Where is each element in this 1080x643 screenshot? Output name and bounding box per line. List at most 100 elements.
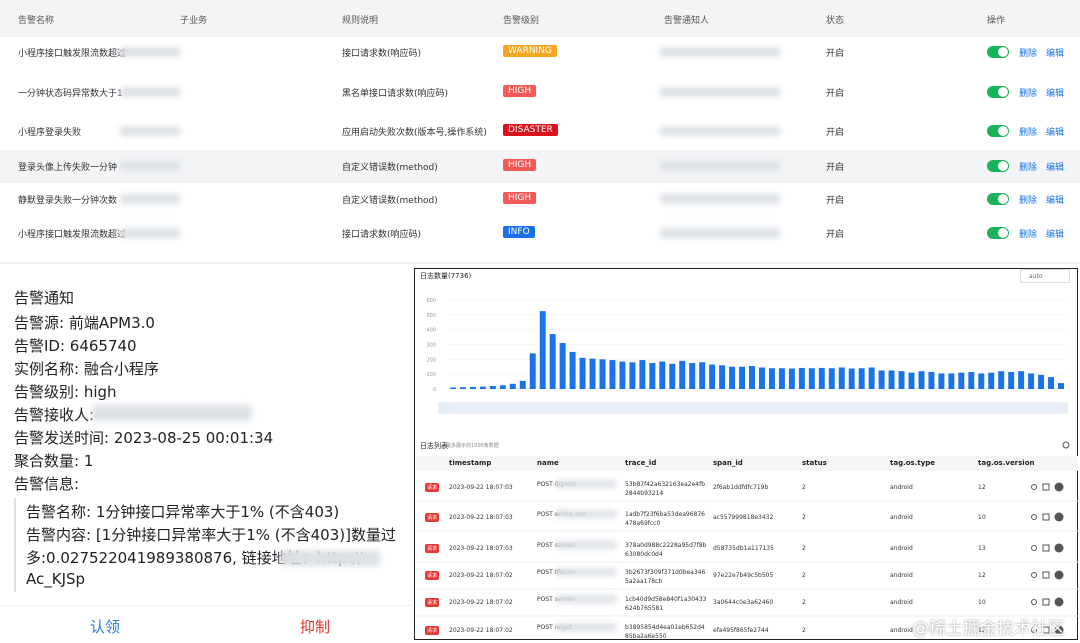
toggle[interactable] [987,86,1009,98]
bar [908,372,915,389]
action-link[interactable]: 删除 [1019,196,1038,206]
notice-line: 实例名称: 融合小程序 [14,360,159,378]
interval-select[interactable]: auto [1020,269,1070,283]
tag: 请求 [425,544,440,553]
claim-button[interactable]: 认领 [90,618,121,636]
notice-line: 告警源: 前端APM3.0 [14,314,155,332]
suppress-button[interactable]: 抑制 [300,618,331,636]
list-column-header: tag.os.type [890,459,936,467]
bar [918,371,925,389]
bar [659,361,666,389]
row-hover-bg [0,150,1080,183]
bar [838,367,845,389]
blurred-text [555,480,617,488]
bar [599,359,606,389]
action-link[interactable]: 编辑 [1046,163,1065,173]
action-copy [1042,513,1050,521]
action-link [1031,484,1037,490]
toggle[interactable] [987,227,1009,239]
notice-line: 聚合数量: 1 [14,452,94,470]
action-arrow [1054,512,1064,522]
action-link[interactable]: 编辑 [1046,49,1065,59]
column-header: 操作 [987,16,1006,26]
cell: android [890,627,913,634]
cell: 2 [802,627,806,634]
bar [998,371,1005,389]
blurred-text [660,47,780,57]
list-subtitle: 最多展示前1000条数据 [446,443,499,449]
table-header-bg [0,0,1080,37]
action-link[interactable]: 编辑 [1046,128,1065,138]
cell: 2 [802,572,806,579]
alert-name: 小程序登录失败 [18,128,82,138]
bar [589,358,596,389]
column-header: 告警名称 [18,16,55,26]
bar [1018,371,1025,389]
blurred-text [120,194,180,204]
status: 开启 [826,196,845,206]
cell: 2023-09-22 18:07:03 [449,484,513,491]
action-link[interactable]: 编辑 [1046,230,1065,240]
rule: 接口请求数(响应码) [342,230,422,240]
alert-name: 静默登录失败一分钟次数 [18,196,118,206]
quote-content-suffix: Ac_KJSp [26,570,86,588]
cell: b3895854d4ea01eb652d485ba2a6e550 [625,624,705,640]
rule: 应用启动失败次数(版本号,操作系统) [342,128,487,138]
blurred-text [120,228,180,238]
cell: 2 [802,484,806,491]
column-header: 告警级别 [503,16,540,26]
cell: 2 [802,514,806,521]
action-copy [1042,544,1050,552]
rule: 接口请求数(响应码) [342,49,422,59]
blurred-text [120,87,180,97]
action-link[interactable]: 删除 [1019,230,1038,240]
action-copy [1042,626,1050,634]
cell: 97e22e7b49c5b505 [713,572,774,579]
zoom-slider[interactable] [438,402,1068,414]
cell: 378a0d988c2228a95d7f8b63080dc0d4 [625,542,707,558]
toggle[interactable] [987,125,1009,137]
bar [868,367,875,389]
bar [888,370,895,389]
bar [479,386,486,389]
action-link[interactable]: 删除 [1019,89,1038,99]
bar [609,360,616,389]
rule: 自定义错误数(method) [342,196,438,206]
toggle[interactable] [987,160,1009,172]
action-link[interactable]: 删除 [1019,128,1038,138]
toggle[interactable] [987,46,1009,58]
cell: ac557999818e3432 [713,514,774,521]
bar [1048,377,1055,389]
y-tick-label: 400 [426,328,436,334]
action-link [1031,599,1037,605]
rule: 自定义错误数(method) [342,163,438,173]
action-link[interactable]: 删除 [1019,49,1038,59]
action-link [1031,545,1037,551]
cell: d58735db1a117135 [713,545,774,552]
notice-line: 告警接收人: [14,406,95,424]
tag: 请求 [425,626,440,635]
bar [778,368,785,389]
notice-line: 告警ID: 6465740 [14,337,137,355]
list-header-bg [416,456,1078,471]
bar [1038,374,1045,389]
column-header: 子业务 [180,16,208,26]
alert-name: 一分钟状态码异常数大于1 [18,89,123,99]
action-link[interactable]: 编辑 [1046,89,1065,99]
notice-line: 告警信息: [14,475,80,493]
action-link[interactable]: 编辑 [1046,196,1065,206]
status: 开启 [826,128,845,138]
level-badge: HIGH [503,85,537,97]
toggle[interactable] [987,193,1009,205]
blurred-text [660,194,780,204]
bar [449,387,456,389]
chart-title: 日志数量(7736) [420,272,472,280]
bar [539,311,546,389]
cell: 2 [802,599,806,606]
bar [679,360,686,389]
bar [1058,383,1065,389]
divider [0,262,1080,264]
y-tick-label: 500 [426,313,436,319]
action-link[interactable]: 删除 [1019,163,1038,173]
